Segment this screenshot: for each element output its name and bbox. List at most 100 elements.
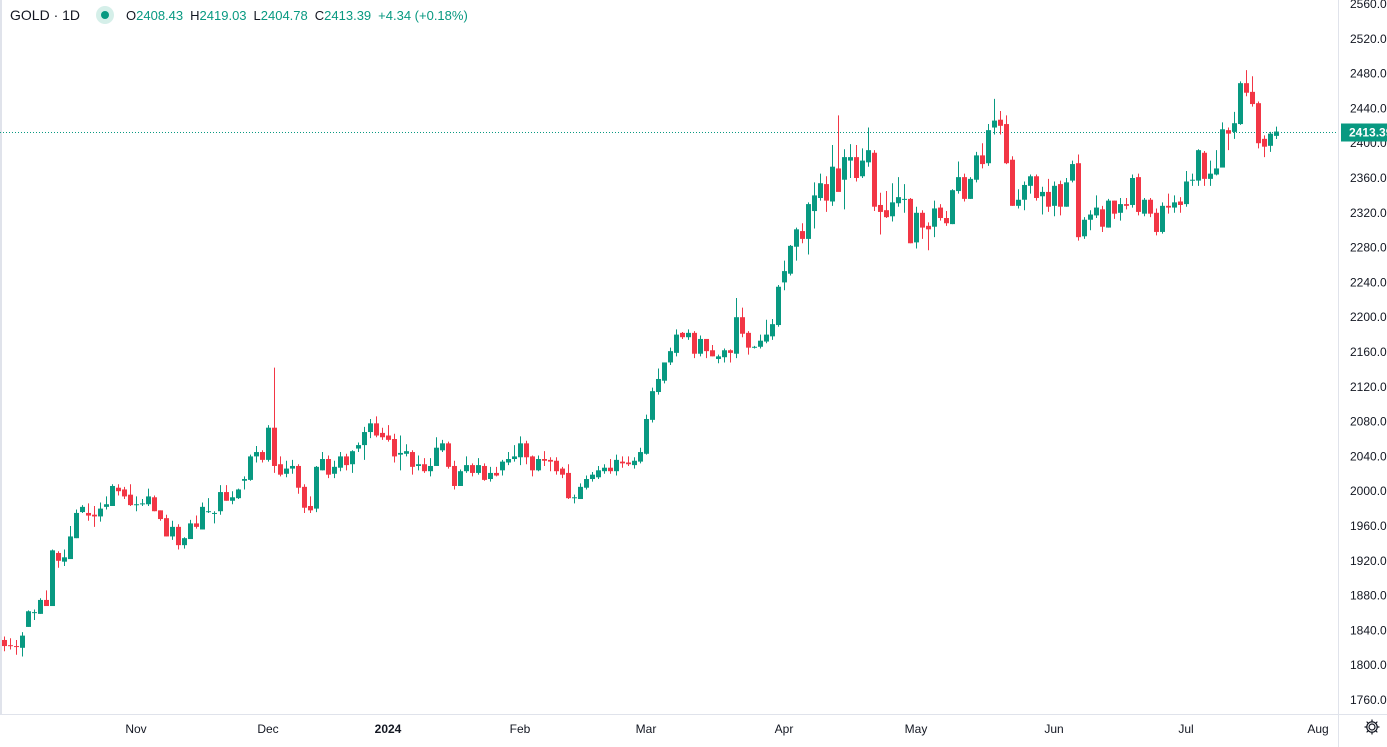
candle-body (218, 492, 223, 512)
candle-body (344, 456, 349, 466)
candle (920, 210, 925, 239)
candle (620, 456, 625, 468)
candle-body (50, 550, 55, 607)
candle-body (1040, 191, 1045, 197)
candle-body (272, 427, 277, 466)
candle-body (512, 456, 517, 460)
candle (380, 427, 385, 440)
candle-body (80, 506, 85, 513)
candle-body (26, 611, 31, 627)
candle (992, 98, 997, 135)
candle-body (1160, 205, 1165, 232)
candle-body (536, 459, 541, 471)
candle (1274, 126, 1279, 140)
candle-body (266, 427, 271, 460)
candle (458, 469, 463, 486)
candle-body (290, 465, 295, 469)
x-tick-label: Apr (775, 722, 794, 736)
candle-body (278, 464, 283, 475)
candle-body (494, 472, 499, 476)
candle-body (566, 472, 571, 499)
candle-body (422, 464, 427, 472)
candle-body (590, 474, 595, 480)
candle-body (608, 467, 613, 472)
candle (1046, 178, 1051, 212)
candle-body (1202, 152, 1207, 179)
symbol-title[interactable]: GOLD · 1D (10, 7, 81, 23)
candle (476, 458, 481, 475)
candle (1184, 171, 1189, 207)
candle (1160, 202, 1165, 234)
candle (1022, 181, 1027, 211)
candle (488, 466, 493, 482)
candle-body (722, 350, 727, 358)
candle (140, 499, 145, 506)
candle-body (782, 271, 787, 283)
y-tick-label: 1920.00 (1350, 554, 1387, 568)
candle (890, 183, 895, 222)
candle (968, 177, 973, 199)
candle-body (74, 512, 79, 539)
candle (434, 437, 439, 466)
candle-body (404, 451, 409, 454)
time-axis[interactable]: Nov Dec 2024 Feb Mar Apr May Jun Jul Aug (125, 722, 1328, 736)
candle-body (680, 332, 685, 338)
candle (62, 549, 67, 567)
price-axis[interactable]: 1760.00 1800.00 1840.00 1880.00 1920.00 1960.… (1350, 0, 1387, 707)
candle-body (650, 391, 655, 420)
candle (110, 484, 115, 506)
candle (470, 463, 475, 477)
candle (170, 520, 175, 540)
candle-body (908, 198, 913, 244)
candle-body (362, 432, 367, 446)
candle-body (152, 497, 157, 512)
candle (164, 514, 169, 537)
candle (104, 496, 109, 510)
candle (1136, 173, 1141, 216)
candle (716, 354, 721, 364)
candle (200, 502, 205, 530)
candle-body (1178, 201, 1183, 205)
candle (1148, 198, 1153, 218)
candle-body (554, 460, 559, 472)
candle-body (920, 212, 925, 228)
candle-body (170, 526, 175, 537)
candle-body (104, 504, 109, 507)
candle-body (1076, 163, 1081, 238)
candle (152, 495, 157, 512)
candle (128, 484, 133, 506)
candle-body (626, 462, 631, 465)
candle-body (1142, 199, 1147, 214)
candle (512, 445, 517, 462)
candle (494, 466, 499, 477)
candle (518, 436, 523, 466)
candle (236, 488, 241, 500)
candle-body (350, 451, 355, 465)
candle-body (188, 523, 193, 540)
candle-body (470, 465, 475, 473)
candle (722, 348, 727, 363)
y-tick-label: 1800.00 (1350, 658, 1387, 672)
candle (428, 458, 433, 477)
candle (1220, 122, 1225, 168)
candle (368, 418, 373, 439)
y-tick-label: 1960.00 (1350, 519, 1387, 533)
candle-body (518, 443, 523, 458)
candle (1250, 76, 1255, 107)
candle-body (434, 447, 439, 466)
candle-body (992, 120, 997, 128)
candle-body (638, 452, 643, 462)
candle (1106, 198, 1111, 228)
candle-body (1016, 199, 1021, 206)
candle-body (1106, 200, 1111, 228)
candle (950, 189, 955, 225)
candle-body (1250, 91, 1255, 105)
y-tick-label: 2520.00 (1350, 32, 1387, 46)
candle (986, 124, 991, 166)
y-tick-label: 2240.00 (1350, 275, 1387, 289)
candle-body (578, 486, 583, 500)
candle (668, 347, 673, 366)
gear-icon[interactable] (1363, 718, 1381, 736)
candle-body (758, 340, 763, 347)
